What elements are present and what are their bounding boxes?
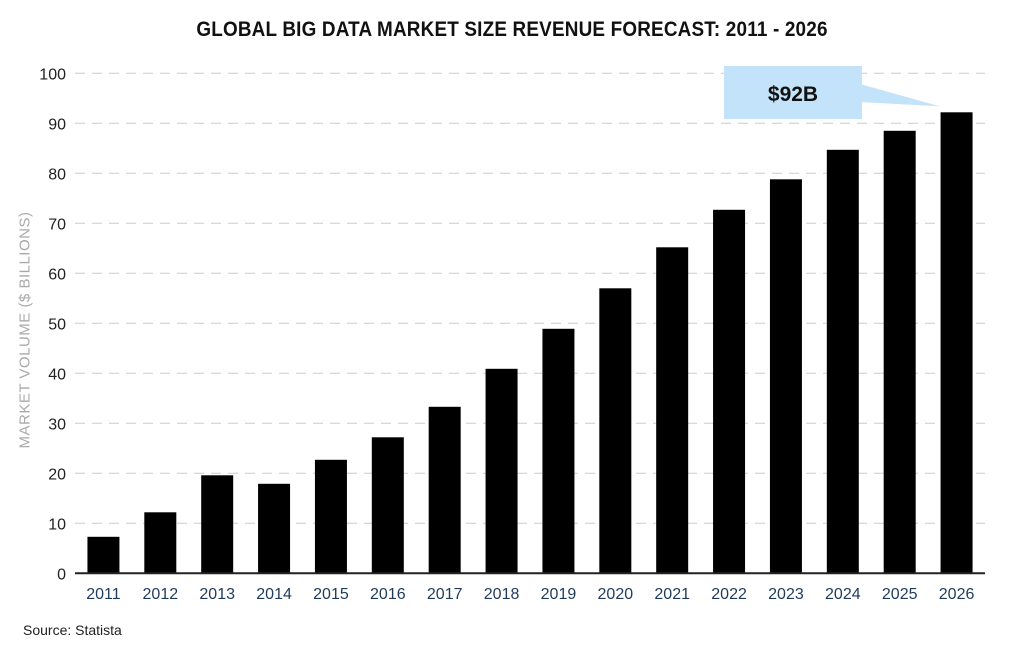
bar xyxy=(599,288,632,574)
bar xyxy=(542,328,575,574)
x-tick-label: 2022 xyxy=(711,586,747,603)
x-tick-label: 2020 xyxy=(598,586,634,603)
bar xyxy=(144,512,177,574)
bar xyxy=(656,247,689,574)
bar xyxy=(883,130,916,574)
y-tick-label: 100 xyxy=(39,66,66,83)
x-tick-label: 2011 xyxy=(86,586,121,603)
callout-label: $92B xyxy=(768,83,818,106)
bar xyxy=(201,475,234,574)
y-tick-label: 40 xyxy=(48,366,66,383)
bar xyxy=(826,149,859,574)
bar xyxy=(713,209,746,574)
y-tick-label: 90 xyxy=(48,116,66,133)
x-tick-label: 2024 xyxy=(825,586,861,603)
x-tick-label: 2021 xyxy=(654,586,690,603)
bar xyxy=(87,536,120,574)
y-tick-label: 20 xyxy=(48,466,66,483)
bar xyxy=(428,406,461,574)
callout-pointer xyxy=(860,84,940,107)
source-note: Source: Statista xyxy=(23,622,122,638)
y-tick-label: 0 xyxy=(57,566,66,583)
bar xyxy=(371,437,404,574)
y-tick-label: 50 xyxy=(48,316,66,333)
x-tick-label: 2017 xyxy=(427,586,463,603)
y-tick-label: 10 xyxy=(48,516,66,533)
x-tick-label: 2026 xyxy=(939,586,975,603)
x-tick-label: 2025 xyxy=(882,586,918,603)
bar xyxy=(940,112,973,574)
y-tick-label: 80 xyxy=(48,166,66,183)
x-tick-label: 2015 xyxy=(313,586,349,603)
y-tick-label: 30 xyxy=(48,416,66,433)
bar xyxy=(258,483,291,574)
x-tick-label: 2014 xyxy=(256,586,292,603)
chart-title: GLOBAL BIG DATA MARKET SIZE REVENUE FORE… xyxy=(196,18,828,41)
bar xyxy=(485,368,518,574)
x-tick-label: 2012 xyxy=(143,586,179,603)
callout-box xyxy=(724,66,862,119)
x-tick-label: 2018 xyxy=(484,586,520,603)
x-tick-label: 2013 xyxy=(199,586,235,603)
y-tick-label: 60 xyxy=(48,266,66,283)
x-tick-label: 2019 xyxy=(541,586,577,603)
x-tick-label: 2023 xyxy=(768,586,804,603)
y-tick-label: 70 xyxy=(48,216,66,233)
x-tick-label: 2016 xyxy=(370,586,406,603)
bar xyxy=(769,179,802,574)
bar xyxy=(314,459,347,574)
